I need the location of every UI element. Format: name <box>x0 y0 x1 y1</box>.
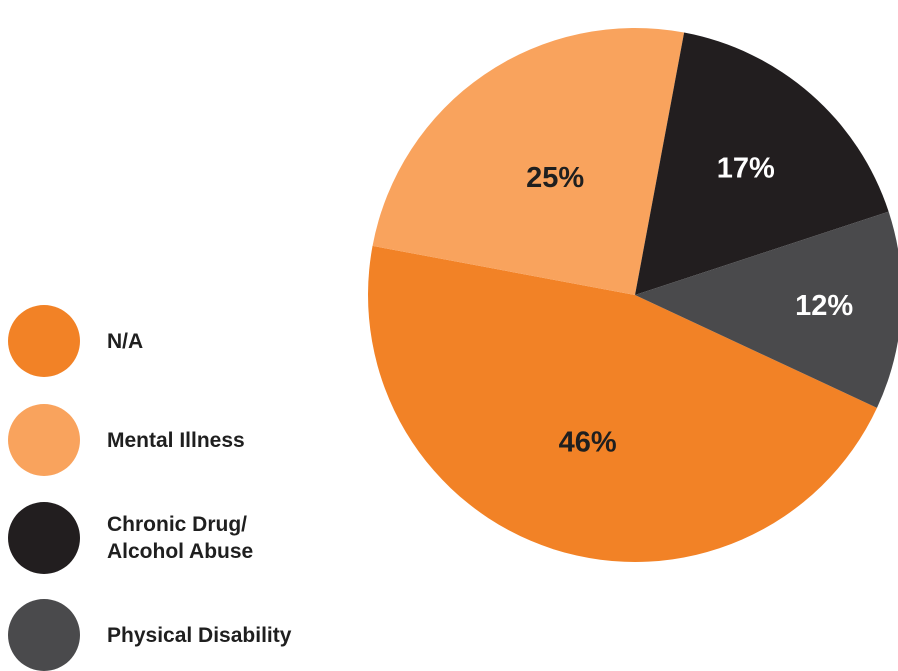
pie-label-mental-illness: 25% <box>526 162 584 194</box>
legend-item-na: N/A <box>8 305 143 377</box>
pie-slices <box>368 28 898 562</box>
legend-swatch-mental-illness <box>8 404 80 476</box>
legend-swatch-na <box>8 305 80 377</box>
legend-label-physical-disability: Physical Disability <box>107 623 292 647</box>
pie-slice-physical-disability <box>635 211 898 408</box>
legend: N/A Mental Illness Chronic Drug/ Alcohol… <box>0 0 360 671</box>
pie-labels: 46% 25% 17% 12% <box>526 152 853 458</box>
legend-swatch-physical-disability <box>8 599 80 671</box>
legend-item-physical-disability: Physical Disability <box>8 599 291 671</box>
legend-item-mental-illness: Mental Illness <box>8 404 245 476</box>
legend-label-mental-illness: Mental Illness <box>107 428 245 452</box>
pie-slice-na <box>368 245 877 562</box>
legend-swatch-chronic-drug-alcohol-abuse <box>8 502 80 574</box>
pie-label-chronic-drug-alcohol-abuse: 17% <box>717 152 775 184</box>
pie-label-physical-disability: 12% <box>795 290 853 322</box>
legend-item-chronic-drug-alcohol-abuse: Chronic Drug/ Alcohol Abuse <box>8 502 253 574</box>
pie-label-na: 46% <box>559 426 617 458</box>
pie-slice-chronic-drug-alcohol-abuse <box>635 32 889 296</box>
legend-label-chronic-drug-alcohol-abuse: Chronic Drug/ Alcohol Abuse <box>107 513 254 563</box>
legend-label-na: N/A <box>107 329 144 353</box>
pie-slice-mental-illness <box>372 28 685 296</box>
